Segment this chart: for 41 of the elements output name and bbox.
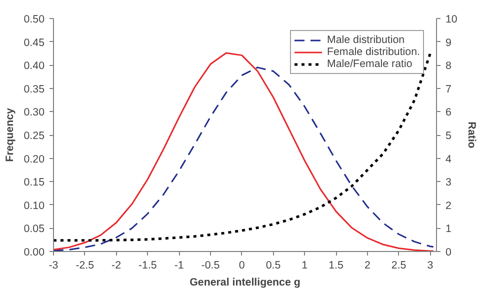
y2-tick-label: 2 [446, 200, 452, 212]
y-tick-label: 0.40 [24, 60, 45, 72]
y-tick-label: 0.30 [24, 106, 45, 119]
x-tick-label: 3 [427, 260, 434, 272]
y2-axis-title: Ratio [465, 122, 478, 149]
y2-tick-label: 8 [446, 60, 452, 72]
y2-tick-label: 1 [446, 223, 452, 236]
x-tick-label: -2 [112, 260, 122, 272]
y2-tick-label: 3 [446, 176, 452, 189]
x-axis-title: General intelligence g [190, 276, 300, 288]
y2-tick-label: 6 [446, 106, 452, 119]
y-axis-title: Frequency [4, 108, 16, 162]
y-tick-label: 0.50 [24, 14, 45, 26]
y2-tick-label: 0 [446, 246, 452, 258]
y-tick-label: 0.20 [24, 153, 45, 166]
y-tick-label: 0.05 [24, 223, 45, 236]
y2-tick-label: 9 [446, 36, 452, 49]
x-tick-label: -2.5 [76, 260, 94, 272]
x-tick-label: 2 [364, 260, 370, 272]
y2-tick-label: 10 [446, 14, 458, 26]
y-tick-label: 0.25 [24, 130, 45, 142]
legend-label: Male distribution [327, 34, 405, 46]
y2-tick-label: 5 [446, 130, 452, 142]
legend-label: Male/Female ratio [327, 58, 412, 70]
y2-tick-label: 4 [446, 153, 452, 166]
y2-tick-label: 7 [446, 83, 452, 96]
legend-label: Female distribution. [327, 46, 420, 58]
y-tick-label: 0.15 [24, 176, 45, 189]
y-tick-label: 0.00 [24, 246, 45, 258]
x-tick-label: 1 [302, 260, 308, 272]
x-tick-label: 2.5 [391, 260, 406, 272]
x-tick-label: -3 [48, 260, 58, 272]
y-tick-label: 0.45 [24, 36, 45, 49]
y-tick-label: 0.10 [24, 200, 45, 212]
x-tick-label: -1.5 [138, 260, 157, 272]
x-tick-label: 0 [238, 260, 245, 272]
x-tick-label: -1 [174, 260, 184, 272]
x-tick-label: -0.5 [201, 260, 220, 272]
y-tick-label: 0.35 [24, 83, 45, 96]
x-tick-label: 0.5 [266, 260, 281, 272]
x-tick-label: 1.5 [328, 260, 344, 272]
